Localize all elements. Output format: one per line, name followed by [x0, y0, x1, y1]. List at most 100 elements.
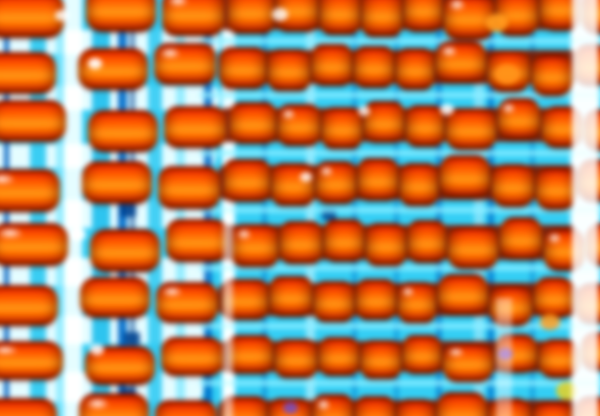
bead	[86, 0, 156, 32]
bead-highlight	[84, 397, 110, 410]
bead-highlight	[501, 101, 517, 114]
bead	[0, 0, 64, 38]
bead	[312, 44, 352, 86]
bead	[90, 229, 160, 272]
bead	[79, 393, 149, 416]
gap-highlight	[200, 207, 600, 213]
stray-dot	[494, 64, 520, 85]
bead	[362, 0, 402, 37]
bead	[440, 155, 490, 198]
bead-highlight	[448, 0, 466, 11]
white-stripe	[64, 0, 82, 416]
bead	[492, 164, 534, 207]
bead	[324, 219, 364, 262]
bead	[532, 54, 572, 96]
bead	[316, 161, 356, 204]
dark-wedge	[124, 332, 140, 345]
bead	[158, 166, 220, 209]
white-stripe-front	[496, 298, 512, 416]
bead	[278, 104, 320, 146]
bead	[230, 102, 276, 144]
stray-dot	[90, 344, 104, 355]
bead	[228, 0, 274, 34]
bead	[500, 217, 542, 260]
bead	[536, 167, 576, 210]
gap-highlight	[200, 380, 600, 386]
bead	[275, 339, 317, 378]
bead-highlight	[160, 285, 184, 298]
bead	[164, 106, 226, 148]
cyan-rod	[56, 0, 65, 416]
bead	[437, 392, 487, 416]
bead	[156, 282, 218, 323]
stray-dot	[88, 58, 102, 69]
bead	[403, 335, 441, 374]
bead	[320, 0, 360, 35]
bead	[448, 226, 498, 269]
bead	[436, 41, 486, 83]
bead-highlight	[158, 46, 182, 59]
bead	[396, 48, 434, 90]
stray-dot	[540, 314, 560, 330]
bead	[82, 161, 152, 204]
bead	[498, 98, 540, 140]
bead	[404, 0, 442, 32]
bead	[80, 277, 150, 318]
bead-highlight	[235, 227, 253, 240]
bead	[272, 163, 314, 206]
bead	[364, 101, 404, 143]
stray-dot	[272, 8, 288, 21]
bead	[224, 159, 270, 202]
bead	[161, 337, 223, 376]
stray-dot	[55, 10, 69, 21]
bead	[314, 281, 354, 322]
bead	[361, 340, 401, 379]
bead	[400, 163, 438, 206]
bead	[0, 285, 58, 326]
bead-highlight	[319, 164, 334, 177]
stray-dot	[283, 402, 298, 414]
bead	[354, 46, 394, 88]
bead	[358, 158, 398, 201]
bead	[270, 276, 312, 317]
bead	[443, 343, 493, 382]
bead-highlight	[0, 226, 25, 239]
bead-highlight	[0, 344, 20, 356]
bead	[322, 107, 362, 149]
bead	[0, 398, 57, 416]
bead-highlight	[547, 231, 562, 244]
bead	[155, 400, 217, 416]
stray-dot	[440, 104, 454, 115]
stray-dot	[358, 106, 370, 116]
bead-highlight	[0, 172, 17, 185]
bead	[356, 279, 396, 320]
bead	[232, 224, 278, 267]
bead	[88, 110, 158, 152]
bead-highlight	[440, 44, 458, 57]
gap-highlight	[200, 150, 600, 156]
bead	[220, 47, 266, 89]
white-stripe-front	[223, 205, 233, 416]
bead	[313, 394, 353, 416]
bead	[162, 0, 224, 36]
bead-highlight	[316, 398, 331, 411]
bead-highlight	[166, 0, 190, 7]
stray-dot	[70, 228, 86, 241]
bead	[268, 49, 310, 91]
bead-highlight	[447, 346, 465, 358]
bead	[398, 282, 436, 323]
bead	[534, 277, 574, 318]
bead	[78, 48, 148, 90]
bead	[227, 335, 273, 374]
bead	[0, 52, 56, 94]
bead	[438, 274, 488, 315]
bead	[406, 105, 444, 147]
bead	[319, 337, 359, 376]
stray-dot	[300, 172, 312, 182]
bead	[397, 399, 435, 416]
gap-highlight	[200, 38, 600, 44]
bead	[0, 223, 68, 266]
bead	[444, 0, 494, 40]
